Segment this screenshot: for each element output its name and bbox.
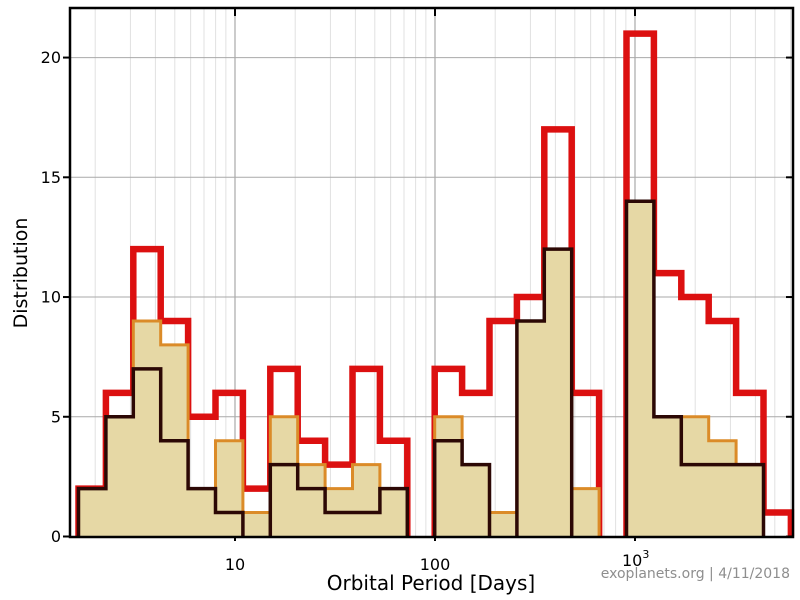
watermark-text: exoplanets.org | 4/11/2018	[600, 566, 790, 582]
dark-filled-histogram-fill	[78, 368, 243, 537]
x-axis-title: Orbital Period [Days]	[326, 571, 536, 595]
y-tick-label: 5	[51, 407, 61, 426]
plot-border	[68, 6, 795, 539]
x-tick-label: 100	[420, 555, 451, 574]
y-tick-label: 15	[41, 168, 61, 187]
dark-filled-histogram	[624, 199, 766, 537]
dark-filled-histogram	[515, 247, 574, 537]
dark-filled-histogram-fill	[626, 201, 764, 537]
dark-filled-histogram	[432, 438, 492, 537]
y-axis-title: Distribution	[10, 217, 32, 329]
x-tick-label: 10	[225, 555, 245, 574]
y-tick-label: 20	[41, 48, 61, 67]
dark-filled-histogram	[268, 462, 410, 537]
dark-filled-histogram	[76, 367, 245, 537]
y-tick-label: 0	[51, 527, 61, 546]
dark-filled-histogram-fill	[270, 464, 408, 537]
y-tick-label: 10	[41, 288, 61, 307]
